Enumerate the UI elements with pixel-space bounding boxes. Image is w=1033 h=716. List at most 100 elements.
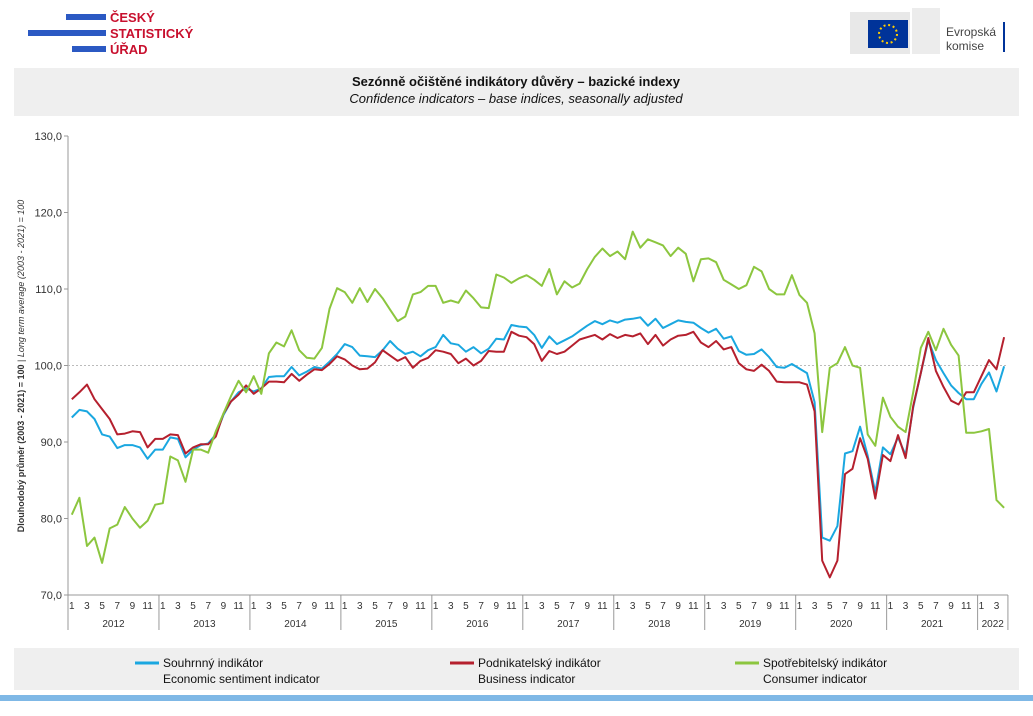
x-tick-label: 1 [706, 601, 712, 612]
logo-text: Evropská [946, 25, 996, 39]
x-tick-label: 5 [463, 601, 469, 612]
year-label: 2022 [982, 619, 1005, 630]
x-tick-label: 1 [69, 601, 75, 612]
x-tick-label: 5 [736, 601, 742, 612]
x-tick-label: 1 [433, 601, 439, 612]
chart-subtitle: Confidence indicators – base indices, se… [349, 91, 683, 106]
legend-label: Souhrnný indikátor [163, 656, 263, 670]
x-tick-label: 1 [342, 601, 348, 612]
csu-logo: ČESKÝ STATISTICKÝ ÚŘAD [28, 10, 194, 57]
x-tick-label: 7 [751, 601, 757, 612]
x-tick-label: 5 [99, 601, 105, 612]
x-tick-label: 1 [797, 601, 803, 612]
x-tick-label: 5 [281, 601, 287, 612]
y-tick-label: 110,0 [35, 284, 62, 296]
x-tick-label: 3 [539, 601, 545, 612]
year-label: 2020 [830, 619, 853, 630]
year-label: 2015 [375, 619, 398, 630]
x-tick-label: 9 [584, 601, 590, 612]
series-line [70, 230, 1005, 564]
x-tick-label: 3 [630, 601, 636, 612]
legend-label-en: Consumer indicator [763, 672, 867, 686]
x-tick-label: 11 [415, 601, 426, 612]
x-tick-label: 1 [888, 601, 894, 612]
y-tick-label: 100,0 [34, 361, 62, 373]
bottom-bar [0, 695, 1033, 701]
year-label: 2017 [557, 619, 580, 630]
year-label: 2012 [102, 619, 125, 630]
x-tick-label: 3 [903, 601, 909, 612]
x-tick-label: 1 [251, 601, 257, 612]
year-label: 2016 [466, 619, 489, 630]
x-tick-label: 9 [675, 601, 681, 612]
y-tick-label: 70,0 [41, 590, 62, 602]
legend-label: Spotřebitelský indikátor [763, 656, 887, 670]
y-tick-label: 80,0 [41, 514, 62, 526]
year-label: 2014 [284, 619, 307, 630]
x-tick-label: 7 [114, 601, 120, 612]
title-box [14, 68, 1019, 116]
x-tick-label: 1 [979, 601, 985, 612]
x-tick-label: 5 [372, 601, 378, 612]
logo-text: komise [946, 39, 984, 53]
y-axis-label: Dlouhodobý průměr (2003 - 2021) = 100 | … [16, 200, 26, 533]
ec-logo: Evropská komise [850, 8, 1005, 54]
x-tick-label: 5 [918, 601, 924, 612]
x-tick-label: 9 [403, 601, 409, 612]
chart-title: Sezónně očištěné indikátory důvěry – baz… [352, 74, 681, 89]
series-line [71, 330, 1006, 579]
x-tick-label: 9 [312, 601, 318, 612]
legend-label-en: Business indicator [478, 672, 575, 686]
year-label: 2019 [739, 619, 762, 630]
x-tick-label: 9 [766, 601, 772, 612]
y-tick-label: 120,0 [34, 208, 62, 220]
legend-box [14, 648, 1019, 690]
x-tick-label: 3 [721, 601, 727, 612]
x-tick-label: 9 [130, 601, 136, 612]
x-tick-label: 7 [387, 601, 393, 612]
x-tick-label: 9 [948, 601, 954, 612]
logo-text: ČESKÝ [110, 10, 155, 25]
x-tick-label: 7 [205, 601, 211, 612]
x-tick-label: 3 [448, 601, 454, 612]
x-tick-label: 3 [266, 601, 272, 612]
x-tick-label: 11 [779, 601, 790, 612]
x-tick-label: 11 [506, 601, 517, 612]
x-tick-label: 9 [857, 601, 863, 612]
y-axis-label-en: Long term average (2003 - 2021) = 100 [16, 200, 26, 357]
x-tick-label: 3 [84, 601, 90, 612]
x-tick-label: 11 [142, 601, 153, 612]
x-tick-label: 7 [478, 601, 484, 612]
x-tick-label: 11 [233, 601, 244, 612]
x-tick-label: 7 [933, 601, 939, 612]
x-tick-label: 11 [870, 601, 881, 612]
x-tick-label: 11 [324, 601, 335, 612]
x-tick-label: 5 [827, 601, 833, 612]
x-tick-label: 5 [554, 601, 560, 612]
x-tick-label: 1 [615, 601, 621, 612]
y-tick-label: 130,0 [34, 131, 62, 143]
x-tick-label: 9 [221, 601, 227, 612]
y-axis-label-cz: Dlouhodobý průměr (2003 - 2021) = 100 [16, 364, 26, 532]
x-tick-label: 3 [994, 601, 1000, 612]
logo-text: STATISTICKÝ [110, 26, 194, 41]
x-tick-label: 7 [296, 601, 302, 612]
legend-label: Podnikatelský indikátor [478, 656, 601, 670]
separator: | [16, 357, 26, 364]
x-tick-label: 11 [961, 601, 972, 612]
x-tick-label: 7 [569, 601, 575, 612]
x-tick-label: 1 [524, 601, 530, 612]
year-label: 2018 [648, 619, 671, 630]
x-tick-label: 3 [357, 601, 363, 612]
logo-text: ÚŘAD [110, 42, 148, 57]
x-tick-label: 3 [812, 601, 818, 612]
year-label: 2021 [921, 619, 944, 630]
x-tick-label: 1 [160, 601, 166, 612]
x-tick-label: 7 [660, 601, 666, 612]
x-tick-label: 11 [688, 601, 699, 612]
x-tick-label: 5 [190, 601, 196, 612]
x-tick-label: 5 [645, 601, 651, 612]
x-tick-label: 7 [842, 601, 848, 612]
legend-label-en: Economic sentiment indicator [163, 672, 320, 686]
